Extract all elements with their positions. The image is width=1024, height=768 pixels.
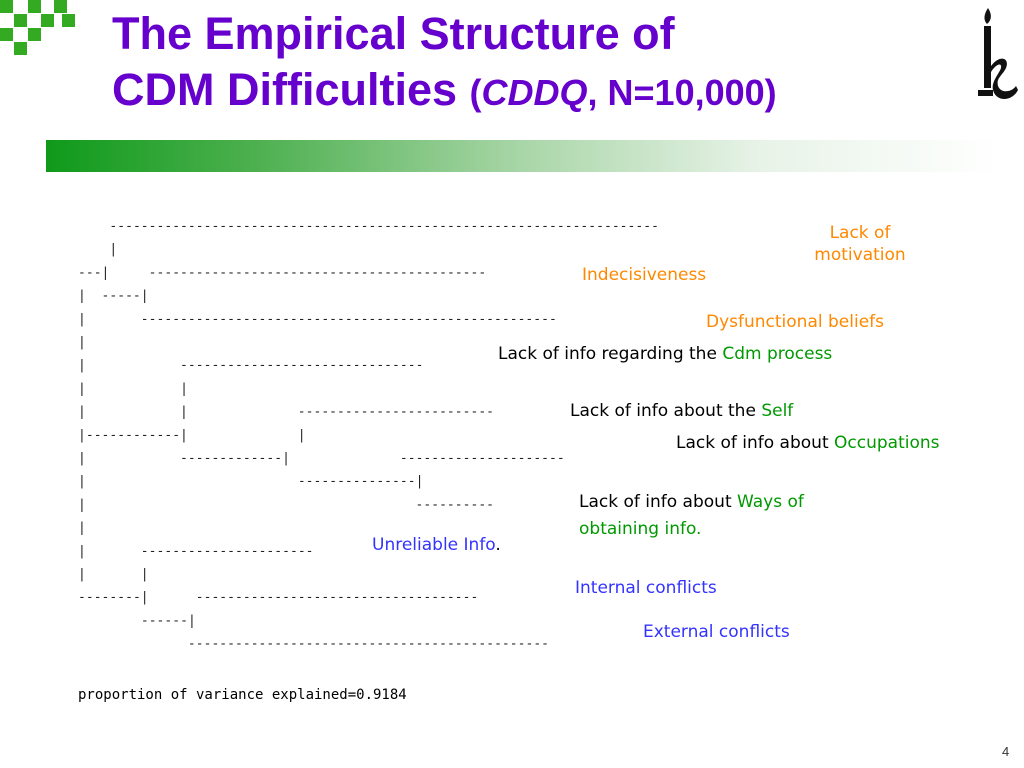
dendrogram-row: | ----------------------: [78, 544, 314, 559]
label-info-occupations-prefix: Lack of info about: [676, 433, 835, 453]
dendrogram-row: | -------------------------------: [78, 358, 423, 373]
green-squares-logo-icon: [0, 0, 75, 55]
label-info-process-highlight: Cdm process: [722, 344, 833, 364]
label-info-ways-highlight: Ways of: [737, 492, 804, 512]
variance-explained: proportion of variance explained=0.9184: [78, 687, 407, 703]
label-lack-of-motivation: Lack of motivation: [800, 222, 920, 266]
dendrogram-row: ----------------------------------------…: [78, 637, 549, 652]
label-info-self: Lack of info about the Self: [570, 400, 793, 422]
figure-logo-icon: [978, 8, 1018, 99]
label-external-conflicts: External conflicts: [643, 622, 790, 642]
dendrogram-row: ---| -----------------------------------…: [78, 265, 486, 280]
label-lack-of-motivation-line1: Lack of: [829, 223, 891, 243]
label-unreliable-info-suffix: .: [495, 535, 501, 555]
label-info-ways-prefix: Lack of info about: [579, 492, 738, 512]
label-info-self-highlight: Self: [761, 401, 794, 421]
dendrogram-row: ------|: [78, 613, 196, 628]
title-instrument: CDDQ: [481, 72, 588, 113]
title-paren-open: (: [469, 72, 482, 113]
label-info-occupations-highlight: Occupations: [834, 433, 940, 453]
dendrogram-row: ----------------------------------------…: [109, 219, 659, 234]
dendrogram-row: |: [78, 521, 86, 536]
dendrogram-row: | ----------: [78, 497, 494, 512]
dendrogram-row: | | -------------------------: [78, 405, 494, 420]
dendrogram-row: | ---------------|: [78, 474, 423, 489]
label-info-ways: Lack of info about Ways of obtaining inf…: [579, 489, 804, 543]
label-info-self-prefix: Lack of info about the: [570, 401, 762, 421]
dendrogram-row: --------| ------------------------------…: [78, 590, 478, 605]
label-dysfunctional-beliefs: Dysfunctional beliefs: [706, 312, 884, 332]
dendrogram-row: | |: [78, 381, 188, 396]
dendrogram-row: | -----|: [78, 289, 149, 304]
slide-title: The Empirical Structure of CDM Difficult…: [112, 6, 972, 121]
dendrogram-row: |: [78, 335, 86, 350]
label-info-process-prefix: Lack of info regarding the: [498, 344, 723, 364]
dendrogram-row: |: [109, 242, 117, 257]
label-internal-conflicts: Internal conflicts: [575, 578, 717, 598]
label-info-ways-line2: obtaining info.: [579, 519, 702, 539]
title-sample: , N=10,000): [587, 72, 777, 113]
dendrogram-row: | --------------------------------------…: [78, 312, 557, 327]
title-line-1: The Empirical Structure of: [112, 8, 675, 59]
label-info-occupations: Lack of info about Occupations: [676, 432, 940, 454]
dendrogram-row: |------------| |: [78, 428, 306, 443]
label-unreliable-info: Unreliable Info.: [372, 534, 501, 556]
title-underline-bar: [46, 140, 1000, 172]
title-main: CDM Difficulties: [112, 64, 458, 115]
dendrogram-row: | |: [78, 567, 149, 582]
page-number: 4: [1002, 744, 1010, 759]
label-indecisiveness: Indecisiveness: [582, 265, 707, 285]
label-info-process: Lack of info regarding the Cdm process: [498, 343, 832, 365]
label-unreliable-info-text: Unreliable Info: [372, 535, 496, 555]
title-line-2: CDM Difficulties (CDDQ, N=10,000): [112, 62, 972, 121]
dendrogram-row: | -------------| ---------------------: [78, 451, 565, 466]
label-lack-of-motivation-line2: motivation: [814, 245, 906, 265]
